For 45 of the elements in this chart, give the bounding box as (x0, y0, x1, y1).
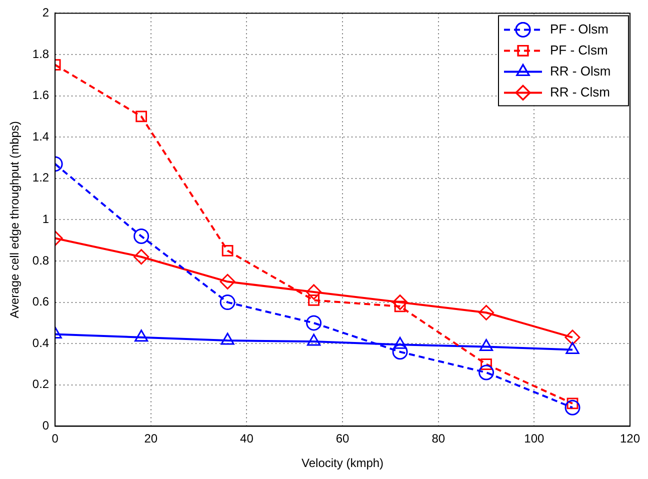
point (220, 332, 234, 345)
y-tick-label: 0.8 (32, 253, 50, 268)
point (566, 342, 580, 354)
point (306, 315, 322, 331)
x-tick-label: 60 (336, 432, 350, 446)
y-tick-label: 1.4 (32, 129, 50, 144)
x-tick-label: 20 (144, 432, 158, 446)
legend-label: RR - Clsm (550, 84, 610, 100)
legend-label: PF - Clsm (550, 42, 608, 58)
point (134, 249, 150, 265)
y-tick-label: 1.2 (32, 170, 50, 185)
y-tick-label: 0 (42, 418, 50, 433)
y-tick-label: 0.2 (32, 377, 50, 392)
point (393, 336, 407, 349)
point (564, 330, 580, 346)
point (478, 364, 494, 380)
y-tick-label: 0.4 (32, 336, 50, 350)
point (222, 244, 234, 256)
x-tick-label: 40 (240, 432, 254, 446)
legend-label: PF - Olsm (550, 21, 608, 36)
point (392, 294, 408, 310)
x-axis-title: Velocity (kmph) (302, 456, 384, 470)
point (220, 294, 236, 310)
point (308, 294, 320, 306)
y-axis-title: Average cell edge throughput (mbps) (8, 121, 22, 318)
y-tick-label: 1 (42, 212, 50, 226)
point (564, 400, 580, 416)
x-tick-label: 0 (52, 432, 59, 446)
point (136, 110, 148, 122)
point (392, 344, 408, 360)
point (480, 358, 492, 370)
y-tick-label: 2 (42, 6, 50, 20)
point (134, 228, 150, 244)
legend-label: RR - Olsm (550, 63, 611, 78)
point (220, 274, 236, 290)
x-tick-label: 80 (432, 432, 446, 446)
x-tick-label: 120 (620, 432, 640, 446)
x-tick-label: 100 (524, 432, 545, 446)
y-tick-label: 1.6 (32, 88, 50, 102)
point (478, 304, 494, 320)
point (306, 284, 322, 300)
point (306, 334, 321, 346)
y-tick-label: 0.6 (32, 294, 50, 309)
point (134, 330, 148, 342)
y-tick-label: 1.8 (32, 46, 50, 61)
